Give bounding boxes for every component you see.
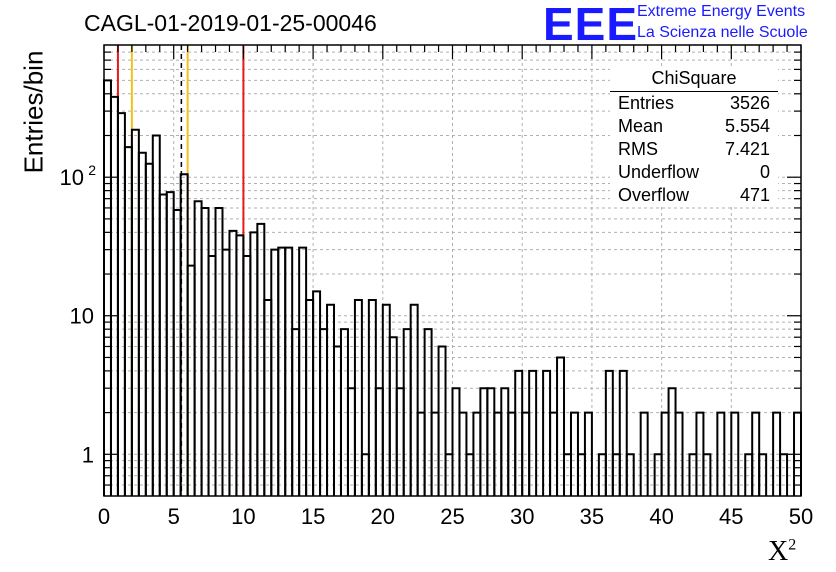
histogram-bin [618,369,628,496]
histogram-bin [730,411,740,496]
y-tick-label-superscript: 2 [88,162,96,178]
histogram-bin [388,336,398,496]
histogram-bin [137,151,147,496]
histogram-bin [256,222,266,496]
stats-label: Entries [618,93,675,113]
histogram-bin [228,229,238,496]
y-tick-label: 10 [70,304,94,329]
histogram-bin [130,128,140,496]
x-tick-label: 45 [719,504,743,529]
histogram-bin [528,369,538,496]
histogram-bin [270,248,280,496]
histogram-bin [514,369,524,496]
histogram-bin [214,206,224,496]
histogram-bin [277,246,287,496]
x-tick-label: 20 [371,504,395,529]
histogram-bin [298,246,308,496]
histogram-bin [479,387,489,496]
stats-value: 471 [739,185,770,205]
x-tick-label: 15 [301,504,325,529]
x-tick-label: 0 [98,504,110,529]
x-tick-label: 30 [510,504,534,529]
histogram-bin [583,411,593,496]
y-axis-label: Entries/bin [18,50,49,174]
stats-title: ChiSquare [610,68,778,92]
histogram-bin [109,95,119,496]
stats-row-entries: Entries 3526 [610,92,778,115]
histogram-bin [116,112,126,496]
histogram-bin [193,200,203,496]
histogram-bin [500,387,510,496]
x-tick-label: 25 [440,504,464,529]
x-tick-label: 5 [168,504,180,529]
histogram-bin [186,264,196,496]
histogram-bin [779,453,789,496]
chart-title: CAGL-01-2019-01-25-00046 [84,10,377,36]
histogram-bin [200,206,210,496]
stats-box: ChiSquare Entries 3526 Mean 5.554 RMS 7.… [610,68,778,207]
logo-text: EEE [543,0,639,50]
stats-label: Underflow [618,162,700,182]
histogram-bin [172,208,182,496]
x-tick-label: 50 [789,504,813,529]
histogram-bin [207,254,217,496]
histogram-bin [242,254,252,496]
histogram-bin [486,387,496,496]
stats-value: 3526 [729,93,770,113]
histogram-bin [249,231,259,496]
x-axis-label-text: X [768,536,789,567]
x-tick-label: 35 [580,504,604,529]
histogram-bin [103,79,112,496]
stats-row-mean: Mean 5.554 [610,115,778,138]
histogram-bin [333,345,342,496]
histogram-bin [123,146,133,496]
histogram-bin [158,193,168,496]
histogram-bin [284,246,294,496]
histogram-bin [674,411,684,496]
histogram-bin [374,387,384,496]
stats-label: Mean [618,116,664,136]
y-tick-label: 1 [82,442,94,467]
x-tick-label: 10 [231,504,255,529]
histogram [103,79,802,496]
histogram-bin [437,345,447,496]
histogram-bin [758,453,768,496]
stats-row-underflow: Underflow 0 [610,161,778,184]
stats-label: RMS [618,139,658,159]
histogram-bin [409,303,419,496]
stats-label: Overflow [618,185,690,205]
histogram-bin [395,387,405,496]
logo-line-2: La Scienza nelle Scuole [637,24,808,41]
histogram-bin [353,298,363,496]
histogram-bin [542,369,552,496]
histogram-bin [556,356,566,496]
stats-row-rms: RMS 7.421 [610,138,778,161]
stats-value: 5.554 [724,116,770,136]
histogram-bin [604,369,614,496]
histogram-bin [451,387,461,496]
stats-value: 7.421 [724,139,770,159]
x-axis-label-superscript: 2 [788,536,797,554]
stats-row-overflow: Overflow 471 [610,184,778,207]
histogram-bin [346,387,356,496]
stats-value: 0 [759,162,770,182]
logo-line-1: Extreme Energy Events [637,3,806,20]
histogram-bin [165,191,175,496]
x-tick-label: 40 [649,504,673,529]
histogram-bin [639,411,649,496]
histogram-bin [667,387,677,496]
histogram-bin [144,162,154,496]
histogram-bin [716,411,726,496]
histogram-bin [625,453,635,496]
histogram-bin [221,248,231,496]
grid [104,45,801,496]
histogram-bin [702,453,712,496]
x-axis-label: X2 [768,536,796,568]
y-tick-label: 10 [60,165,84,190]
